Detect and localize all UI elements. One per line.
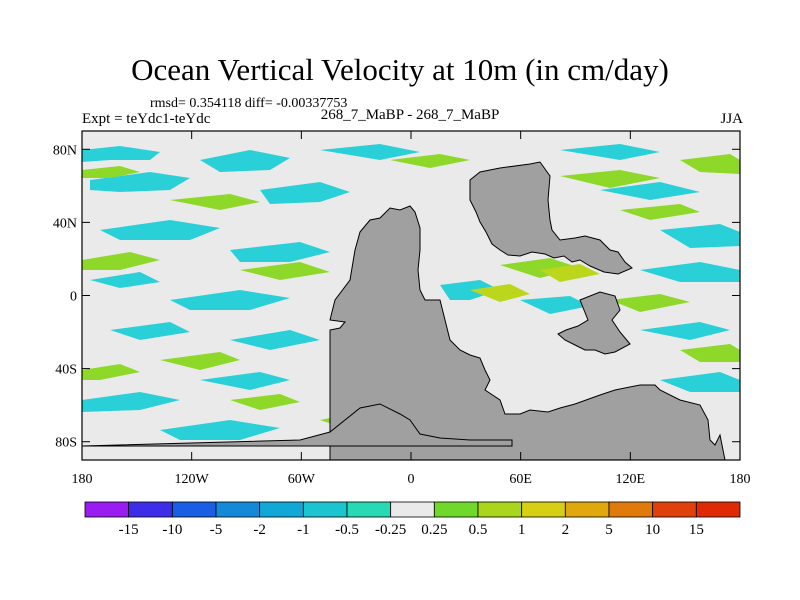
y-tick-label: 0 [70, 290, 77, 305]
field-patch-neg [260, 182, 350, 204]
season-label: JJA [720, 111, 743, 127]
y-tick-label: 80S [55, 436, 77, 451]
field-patch-neg [82, 146, 160, 162]
x-tick-label: 120E [616, 472, 646, 487]
field-patch-neg [90, 272, 160, 288]
velocity-field [82, 144, 740, 442]
field-patch-pos [240, 262, 330, 280]
field-patch-pos [82, 252, 160, 270]
field-patch-neg [160, 420, 280, 440]
x-tick-label: 0 [408, 472, 415, 487]
colorbar-label: 0.25 [421, 522, 447, 538]
land-island [557, 291, 631, 355]
colorbar-swatch [259, 501, 304, 518]
colorbar-swatch [695, 501, 741, 518]
colorbar-label: 0.5 [469, 522, 488, 538]
colorbar-label: 15 [689, 522, 704, 538]
colorbar-swatch [215, 501, 261, 518]
field-patch-neg [600, 182, 700, 200]
x-tick-label: 180 [730, 472, 751, 487]
colorbar-swatch [652, 501, 697, 518]
colorbar-swatch [433, 501, 479, 518]
colorbar-swatch [128, 501, 173, 518]
colorbar-label: -10 [162, 522, 182, 538]
x-tick-label: 120W [175, 472, 210, 487]
field-patch-pos [160, 352, 240, 370]
colorbar-label: -0.5 [335, 522, 359, 538]
chart-title: Ocean Vertical Velocity at 10m (in cm/da… [131, 52, 669, 87]
colorbar-swatch [84, 501, 130, 518]
colorbar-label: 10 [645, 522, 660, 538]
colorbar-label: 1 [518, 522, 526, 538]
colorbar-label: -0.25 [375, 522, 406, 538]
land-greenland [469, 161, 633, 275]
field-patch-pos [560, 170, 660, 188]
field-patch-pos [390, 154, 470, 168]
colorbar-swatch [521, 501, 566, 518]
field-patch-neg [520, 296, 590, 314]
x-tick-label: 60W [288, 472, 316, 487]
field-patch-neg [230, 330, 320, 350]
x-tick-label: 180 [72, 472, 93, 487]
field-patch-pos [680, 154, 740, 174]
experiment-id: Expt = teYdc1-teYdc [82, 111, 211, 127]
field-patch-neg [200, 150, 290, 172]
field-patch-neg [660, 224, 740, 248]
colorbar-swatch [390, 501, 435, 518]
field-patch-pos [620, 204, 700, 220]
colorbar-swatch [608, 501, 654, 518]
field-patch-pos [170, 194, 260, 210]
field-patch-neg [560, 144, 660, 160]
colorbar-swatch [477, 501, 523, 518]
field-patch-neg [660, 372, 740, 392]
x-tick-label: 60E [509, 472, 532, 487]
land-americas [329, 205, 726, 460]
land-strip [82, 403, 513, 447]
experiment-label: 268_7_MaBP - 268_7_MaBP [320, 107, 500, 123]
colorbar-label: 2 [562, 522, 570, 538]
field-patch-neg [200, 372, 290, 390]
colorbar-label: -5 [210, 522, 223, 538]
stats-text: rmsd= 0.354118 diff= -0.00337753 [150, 96, 348, 111]
field-patch-neg [100, 220, 220, 240]
field-patch-pos [470, 284, 530, 302]
field-patch-neg [170, 290, 290, 310]
field-patch-pos [680, 344, 740, 362]
y-tick-label: 80N [53, 143, 77, 158]
colorbar-label: -1 [297, 522, 310, 538]
colorbar-swatch [564, 501, 610, 518]
field-patch-pos [610, 294, 690, 312]
field-patch-neg [640, 322, 730, 340]
field-patch-pos [82, 364, 140, 380]
field-patch-neg [110, 322, 190, 340]
colorbar-label: -15 [119, 522, 139, 538]
field-patch-pos [82, 166, 140, 178]
colorbar-swatch [346, 501, 392, 518]
land-mask [82, 161, 726, 460]
field-patch-pos [540, 264, 600, 282]
field-patch-neg [640, 262, 740, 282]
y-tick-label: 40S [55, 363, 77, 378]
colorbar-swatch [171, 501, 217, 518]
colorbar-label: 5 [605, 522, 613, 538]
field-patch-neg [320, 144, 420, 160]
field-patch-neg [230, 242, 330, 262]
colorbar-label: -2 [253, 522, 266, 538]
field-patch-pos [230, 394, 300, 410]
colorbar-swatch [302, 501, 348, 518]
y-tick-label: 40N [53, 216, 77, 231]
field-patch-neg [82, 392, 180, 412]
